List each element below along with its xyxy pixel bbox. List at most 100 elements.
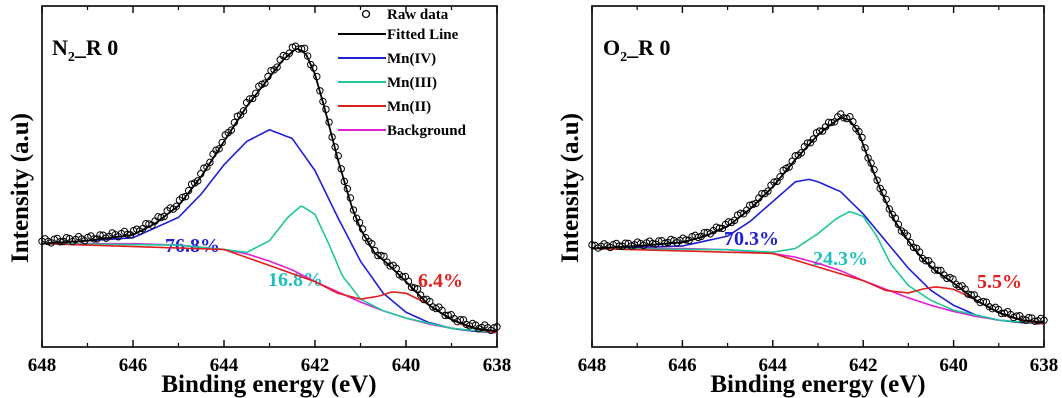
raw-data-point [736,209,745,218]
raw-data-point [377,251,385,260]
raw-data-point [909,243,918,252]
raw-data-point [682,236,690,244]
raw-data-point [882,195,890,204]
raw-data-point [303,52,312,60]
raw-data-point [380,252,388,260]
panel-title: N2_R 0 [52,35,118,65]
raw-data-point [206,158,214,167]
raw-data-point [325,118,333,126]
raw-data-point [873,176,881,184]
raw-data-point [355,218,364,227]
panel-title-rest: _R 0 [74,35,118,60]
raw-data-point [694,233,702,242]
raw-data-point [655,237,663,245]
raw-data-point [398,273,407,281]
x-tick-label: 646 [668,355,697,376]
raw-data-point [392,264,400,273]
raw-data-point [227,126,236,134]
raw-data-point [785,163,793,171]
mn-iv-percent-label: 70.3% [724,228,779,250]
raw-data-point [245,95,254,103]
raw-data-point [386,262,394,270]
raw-data-point [803,139,812,147]
legend-label-mn-ii: Mn(II) [387,99,431,115]
raw-data-point [788,157,796,165]
raw-data-point [797,149,806,157]
raw-data-point [809,135,818,143]
raw-data-point [96,231,104,239]
raw-data-point [413,285,422,293]
panel-title-subscript: 2 [620,50,627,65]
raw-data-point [62,234,71,242]
raw-data-point [90,235,98,243]
x-axis-title: Binding energy (eV) [710,371,925,398]
raw-data-point [319,97,327,106]
raw-data-point [334,152,342,160]
raw-data-point [891,214,900,222]
panel-title-main: O [603,35,620,60]
raw-data-point [181,192,190,201]
raw-data-point [56,238,65,246]
raw-data-point [215,145,223,153]
raw-data-point [264,72,272,81]
raw-data-point [297,45,306,53]
raw-data-point [758,189,766,198]
legend-label-mn-iv: Mn(IV) [387,51,436,67]
raw-data-point [752,199,760,208]
x-tick-label: 640 [392,355,421,376]
raw-data-point [849,117,857,126]
raw-data-point [300,44,309,53]
raw-data-point [955,282,963,291]
raw-data-point [285,49,294,57]
raw-data-point [776,173,784,181]
series-line-mn-iii [41,205,498,334]
raw-data-point [493,323,501,331]
x-tick-label: 644 [759,355,788,376]
series-line-mn-ii [41,242,498,334]
raw-data-point [791,152,799,160]
raw-data-point [310,64,318,72]
raw-data-point [337,165,345,173]
raw-data-point [858,133,866,142]
raw-data-point [621,239,630,247]
raw-data-point [328,133,336,141]
raw-data-point [273,63,281,71]
x-tick-label: 638 [483,355,512,376]
raw-data-point [267,66,275,75]
series-line-mn-iv [41,128,498,334]
x-tick-label: 648 [578,355,607,376]
raw-data-point [194,177,202,185]
raw-data-point [870,165,878,174]
mn-ii-percent-label: 5.5% [977,271,1022,293]
panel-title: O2_R 0 [603,35,671,65]
raw-data-point [915,248,924,256]
raw-data-point [368,240,376,248]
x-tick-label: 646 [119,355,148,376]
legend: Raw data Fitted Line Mn(IV) Mn(III) Mn(I… [338,7,467,139]
raw-data-point [867,159,875,167]
raw-data-point [1013,312,1021,320]
raw-data-point [648,239,657,248]
raw-data-point [1031,317,1039,325]
panel-title-main: N [52,35,68,60]
series-line-fitted-line [591,116,1045,324]
raw-data-point [313,72,321,81]
raw-data-point [261,79,269,87]
raw-data-point [123,230,132,239]
raw-data-point [827,118,836,127]
raw-data-point [456,315,465,324]
panel-title-rest: _R 0 [626,35,670,60]
legend-marker-raw-data [361,9,371,19]
raw-data-point [861,144,869,152]
legend-label-mn-iii: Mn(III) [387,75,437,91]
raw-data-point [764,187,772,195]
raw-data-point [343,185,352,193]
x-tick-label: 648 [28,355,57,376]
raw-data-point [615,242,623,250]
raw-data-point [346,194,355,202]
raw-data-point [316,87,324,95]
raw-data-point [894,220,903,229]
series-line-mn-iii [591,210,1045,325]
raw-data-point [885,205,893,213]
